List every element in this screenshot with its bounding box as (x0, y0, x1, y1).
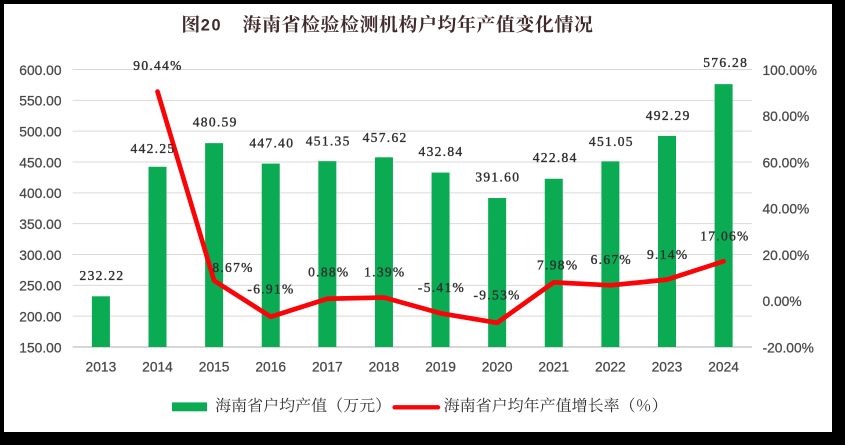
svg-text:2015: 2015 (199, 360, 230, 375)
svg-text:-6.91%: -6.91% (247, 282, 294, 297)
svg-text:200.00: 200.00 (19, 310, 62, 325)
svg-text:2014: 2014 (142, 360, 173, 375)
svg-text:0.00%: 0.00% (763, 294, 802, 309)
svg-text:2020: 2020 (482, 360, 513, 375)
svg-text:2022: 2022 (595, 360, 626, 375)
svg-text:432.84: 432.84 (419, 144, 464, 159)
svg-text:2017: 2017 (312, 360, 343, 375)
svg-text:400.00: 400.00 (19, 186, 62, 201)
svg-text:480.59: 480.59 (193, 114, 238, 129)
svg-text:7.98%: 7.98% (537, 257, 578, 272)
svg-text:-9.53%: -9.53% (474, 288, 521, 303)
svg-text:576.28: 576.28 (703, 55, 748, 70)
svg-text:2018: 2018 (369, 360, 400, 375)
svg-text:100.00%: 100.00% (763, 63, 817, 78)
svg-text:500.00: 500.00 (19, 125, 62, 140)
svg-text:250.00: 250.00 (19, 279, 62, 294)
svg-text:20: 20 (201, 16, 222, 34)
svg-text:17.06%: 17.06% (700, 228, 749, 243)
svg-text:350.00: 350.00 (19, 217, 62, 232)
svg-text:-5.41%: -5.41% (418, 280, 465, 295)
svg-text:2024: 2024 (708, 360, 739, 375)
svg-text:450.00: 450.00 (19, 155, 62, 170)
svg-text:40.00%: 40.00% (763, 202, 810, 217)
svg-text:2021: 2021 (538, 360, 569, 375)
svg-text:300.00: 300.00 (19, 248, 62, 263)
svg-text:150.00: 150.00 (19, 340, 62, 355)
svg-text:457.62: 457.62 (363, 130, 408, 145)
svg-text:90.44%: 90.44% (133, 58, 182, 73)
svg-text:2019: 2019 (425, 360, 456, 375)
svg-text:80.00%: 80.00% (763, 109, 810, 124)
svg-text:8.67%: 8.67% (212, 260, 253, 275)
svg-text:20.00%: 20.00% (763, 248, 810, 263)
svg-text:2013: 2013 (86, 360, 117, 375)
svg-text:6.67%: 6.67% (591, 252, 632, 267)
svg-text:492.29: 492.29 (646, 108, 691, 123)
svg-text:451.05: 451.05 (589, 134, 634, 149)
svg-text:422.84: 422.84 (533, 150, 578, 165)
svg-text:2023: 2023 (652, 360, 683, 375)
svg-text:550.00: 550.00 (19, 94, 62, 109)
svg-text:451.35: 451.35 (306, 134, 351, 149)
svg-text:9.14%: 9.14% (647, 247, 688, 262)
svg-text:600.00: 600.00 (19, 63, 62, 78)
svg-text:442.25: 442.25 (131, 141, 176, 156)
svg-text:447.40: 447.40 (249, 136, 294, 151)
svg-text:-20.00%: -20.00% (763, 340, 814, 355)
svg-text:1.39%: 1.39% (364, 264, 405, 279)
svg-text:391.60: 391.60 (475, 169, 520, 184)
svg-text:0.88%: 0.88% (308, 265, 349, 280)
svg-text:232.22: 232.22 (80, 268, 125, 283)
svg-text:2016: 2016 (255, 360, 286, 375)
svg-text:60.00%: 60.00% (763, 155, 810, 170)
